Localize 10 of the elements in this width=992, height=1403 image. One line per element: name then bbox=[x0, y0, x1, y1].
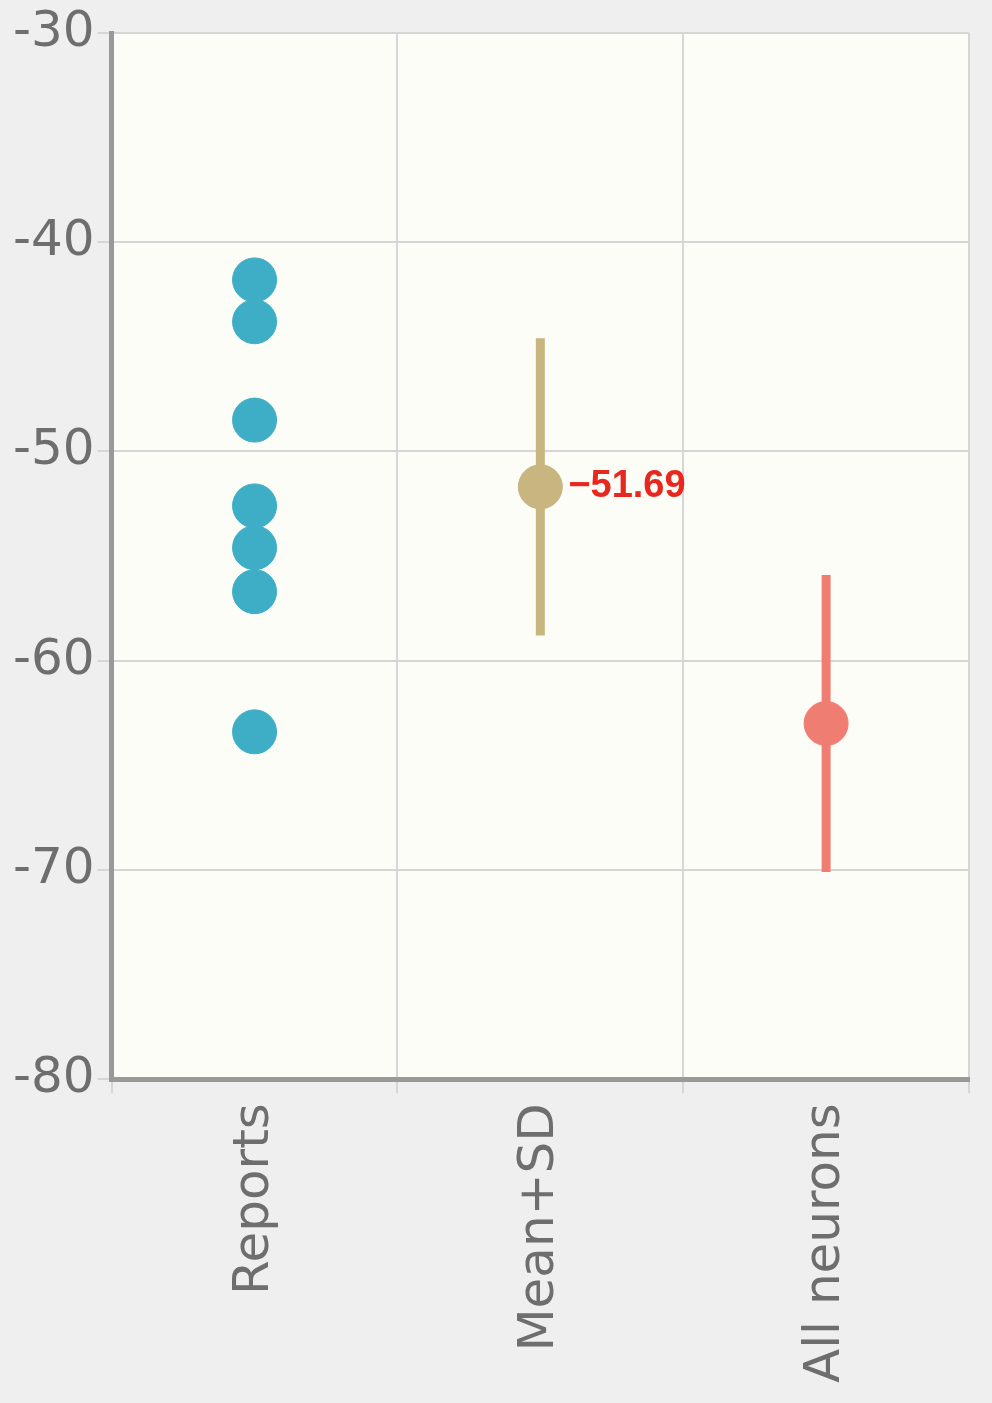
y-tick-label: -50 bbox=[12, 418, 95, 477]
y-tick-label: -30 bbox=[12, 0, 95, 58]
data-label: −51.69 bbox=[568, 463, 686, 506]
x-tick-label: Mean+SD bbox=[507, 1103, 566, 1352]
x-tick-label: Reports bbox=[221, 1103, 280, 1295]
y-tick-label: -80 bbox=[12, 1046, 95, 1105]
y-tick-label: -70 bbox=[12, 836, 95, 895]
y-tick-label: -40 bbox=[12, 209, 95, 268]
x-tick-label: All neurons bbox=[793, 1103, 852, 1383]
y-tick-label: -60 bbox=[12, 627, 95, 686]
